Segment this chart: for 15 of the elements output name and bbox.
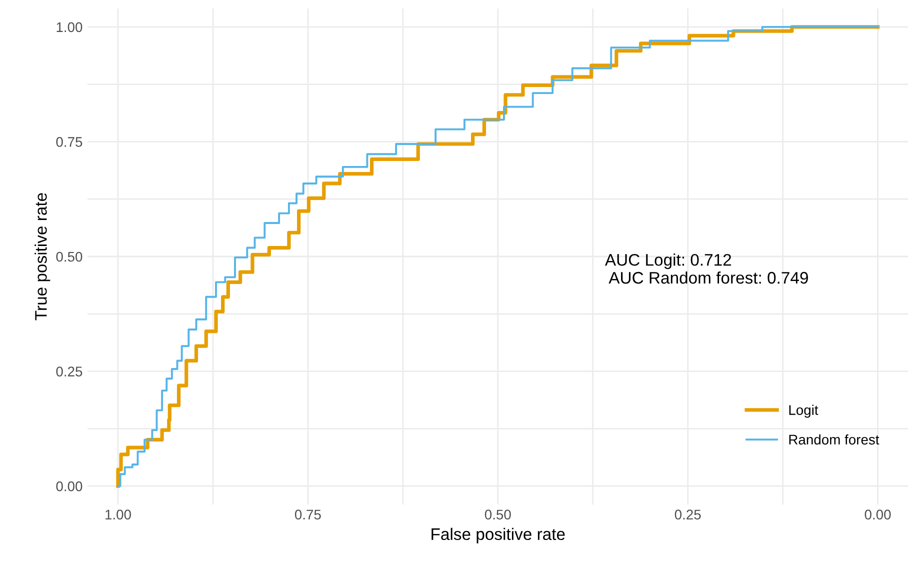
x-axis-title: False positive rate [432,528,565,544]
y-axis-title: True positive rate [34,193,50,320]
x-tick-label: 0.75 [294,510,321,520]
y-tick-label: 0.00 [56,481,82,492]
x-tick-label: 1.00 [106,510,131,520]
y-tick-label: 1.00 [56,22,82,32]
y-tick-label: 0.50 [56,252,82,262]
legend-label: Random forest [789,434,880,445]
annotation: AUC Logit: 0.712 AUC Random forest: 0.749 [604,254,808,284]
y-tick-label: 0.75 [56,137,82,147]
x-tick-label: 0.25 [674,510,701,520]
y-tick-label: 0.25 [56,366,82,376]
x-tick-label: 0.50 [484,510,511,520]
x-tick-label: 0.00 [864,510,891,520]
legend-label: Logit [789,404,818,418]
